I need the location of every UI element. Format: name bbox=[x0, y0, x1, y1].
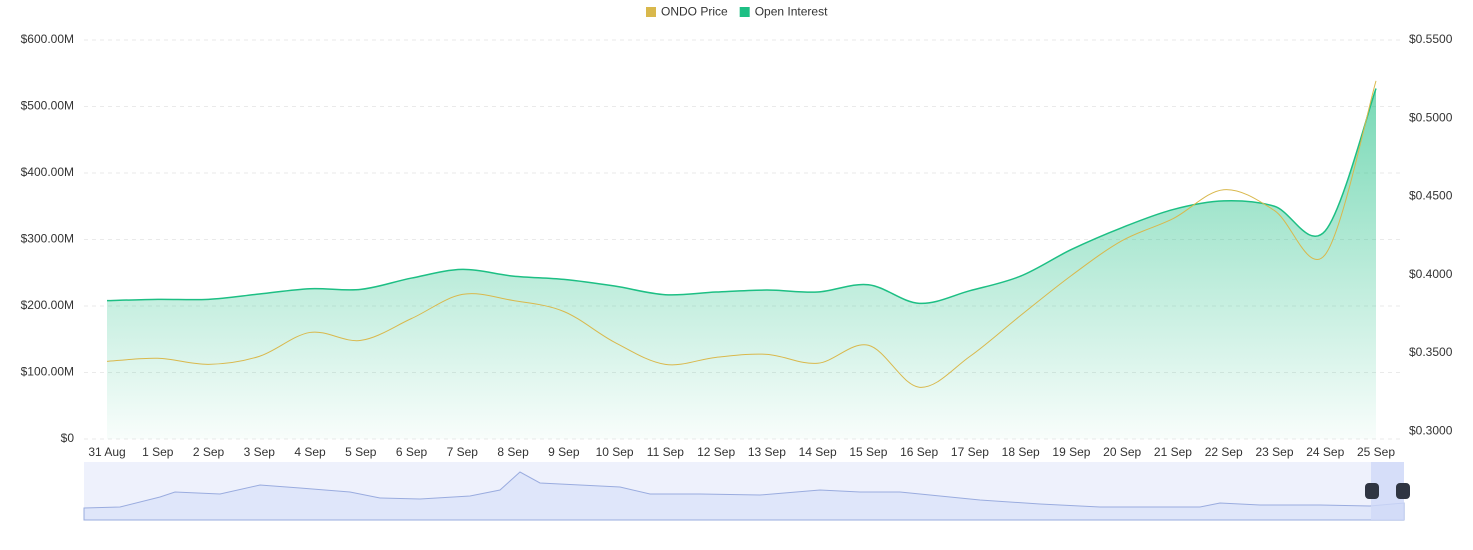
legend-swatch bbox=[739, 7, 750, 17]
x-tick-label: 4 Sep bbox=[294, 445, 326, 459]
x-tick-label: 21 Sep bbox=[1154, 445, 1192, 459]
x-tick-label: 2 Sep bbox=[193, 445, 225, 459]
y2-tick-label: $0.4000 bbox=[1409, 267, 1453, 281]
x-tick-label: 1 Sep bbox=[142, 445, 174, 459]
legend-item[interactable]: Open Interest bbox=[739, 5, 828, 19]
x-tick-label: 25 Sep bbox=[1357, 445, 1395, 459]
x-tick-label: 10 Sep bbox=[596, 445, 634, 459]
x-tick-label: 22 Sep bbox=[1205, 445, 1243, 459]
legend-swatch bbox=[646, 7, 656, 17]
y2-tick-label: $0.3500 bbox=[1409, 345, 1453, 359]
x-tick-label: 15 Sep bbox=[849, 445, 887, 459]
x-tick-label: 11 Sep bbox=[647, 445, 684, 459]
y2-tick-label: $0.4500 bbox=[1409, 189, 1453, 203]
x-tick-label: 3 Sep bbox=[244, 445, 276, 459]
y2-tick-label: $0.3000 bbox=[1409, 423, 1453, 437]
y-tick-label: $300.00M bbox=[21, 232, 74, 246]
y2-tick-label: $0.5000 bbox=[1409, 110, 1453, 124]
x-tick-label: 18 Sep bbox=[1002, 445, 1040, 459]
x-tick-label: 19 Sep bbox=[1052, 445, 1090, 459]
navigator[interactable] bbox=[83, 462, 1410, 521]
x-tick-label: 23 Sep bbox=[1255, 445, 1293, 459]
x-tick-label: 13 Sep bbox=[748, 445, 786, 459]
x-tick-label: 14 Sep bbox=[799, 445, 837, 459]
plot: $0 $100.00M $200.00M $300.00M $400.00M $500.0… bbox=[21, 32, 1453, 459]
legend-label: ONDO Price bbox=[661, 5, 728, 19]
y-tick-label: $500.00M bbox=[21, 99, 74, 113]
x-tick-label: 7 Sep bbox=[447, 445, 479, 459]
y-tick-label: $0 bbox=[61, 431, 75, 445]
x-tick-label: 16 Sep bbox=[900, 445, 938, 459]
x-tick-label: 17 Sep bbox=[951, 445, 989, 459]
navigator-handle[interactable] bbox=[1396, 483, 1410, 499]
x-tick-label: 9 Sep bbox=[548, 445, 580, 459]
x-tick-label: 20 Sep bbox=[1103, 445, 1141, 459]
navigator-handle[interactable] bbox=[1365, 483, 1379, 499]
y-tick-label: $600.00M bbox=[21, 32, 74, 46]
x-tick-label: 24 Sep bbox=[1306, 445, 1344, 459]
x-tick-label: 12 Sep bbox=[697, 445, 735, 459]
x-tick-label: 5 Sep bbox=[345, 445, 377, 459]
x-tick-label: 6 Sep bbox=[396, 445, 428, 459]
navigator-series bbox=[83, 471, 1405, 521]
y-tick-label: $100.00M bbox=[21, 365, 74, 379]
x-tick-label: 31 Aug bbox=[88, 445, 125, 459]
y-tick-label: $400.00M bbox=[21, 165, 74, 179]
legend-item[interactable]: ONDO Price bbox=[646, 5, 728, 19]
area bbox=[107, 88, 1376, 440]
legend-label: Open Interest bbox=[755, 5, 828, 19]
y2-tick-label: $0.5500 bbox=[1409, 32, 1453, 46]
series-line bbox=[106, 80, 1377, 388]
x-tick-label: 8 Sep bbox=[497, 445, 529, 459]
y-tick-label: $200.00M bbox=[21, 298, 74, 312]
